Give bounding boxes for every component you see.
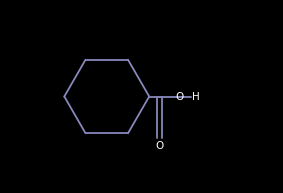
Text: O: O: [175, 91, 183, 102]
Text: O: O: [156, 141, 164, 151]
Text: H: H: [192, 91, 200, 102]
